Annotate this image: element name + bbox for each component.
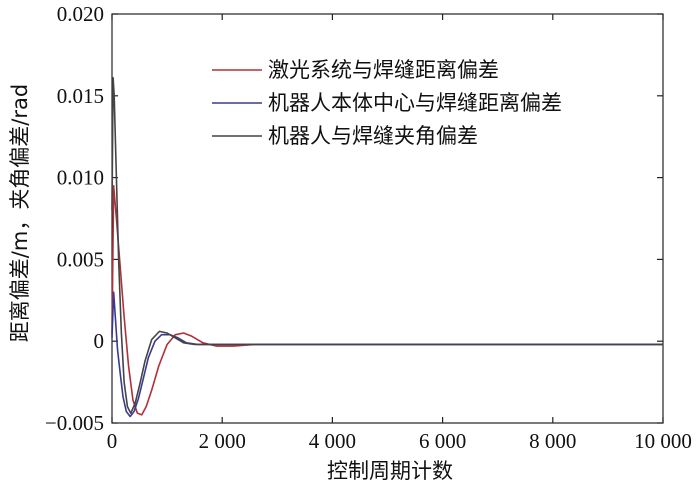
legend-label-3: 机器人与焊缝夹角偏差 bbox=[268, 124, 478, 148]
legend-label-1: 激光系统与焊缝距离偏差 bbox=[268, 58, 499, 82]
y-tick-label: 0.020 bbox=[57, 2, 104, 26]
y-tick-label: 0.005 bbox=[57, 247, 104, 271]
y-axis-title: 距离偏差/m，夹角偏差/rad bbox=[8, 84, 32, 342]
series-line-2 bbox=[111, 291, 663, 418]
legend-label-2: 机器人本体中心与焊缝距离偏差 bbox=[268, 91, 562, 115]
y-tick-label: 0 bbox=[94, 329, 105, 353]
y-tick-label: −0.005 bbox=[45, 411, 104, 435]
x-tick-label: 4 000 bbox=[309, 429, 356, 453]
x-tick-label: 0 bbox=[107, 429, 118, 453]
x-tick-label: 6 000 bbox=[419, 429, 466, 453]
series-line-3 bbox=[111, 77, 663, 414]
y-tick-label: 0.010 bbox=[57, 166, 104, 190]
series-line-1 bbox=[111, 184, 663, 416]
x-axis-title: 控制周期计数 bbox=[327, 459, 453, 483]
x-tick-label: 8 000 bbox=[529, 429, 576, 453]
y-tick-label: 0.015 bbox=[57, 84, 104, 108]
series-layer bbox=[111, 77, 663, 418]
x-tick-label: 10 000 bbox=[634, 429, 692, 453]
x-tick-label: 2 000 bbox=[199, 429, 246, 453]
plot-frame bbox=[111, 13, 664, 424]
